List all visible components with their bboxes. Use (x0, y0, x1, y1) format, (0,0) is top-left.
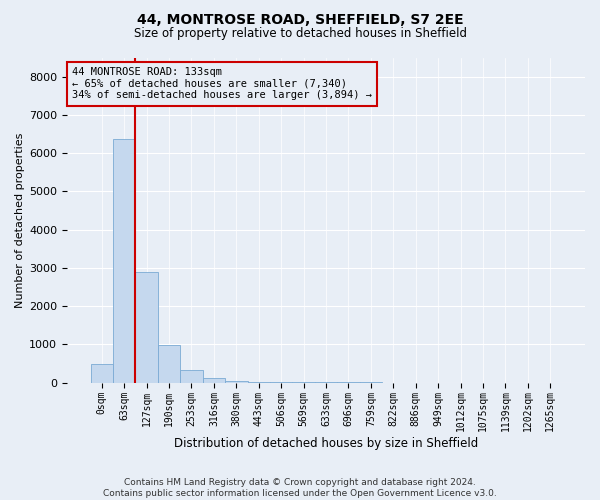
Text: Contains HM Land Registry data © Crown copyright and database right 2024.
Contai: Contains HM Land Registry data © Crown c… (103, 478, 497, 498)
Bar (225, 380, 248, 382)
Y-axis label: Number of detached properties: Number of detached properties (15, 132, 25, 308)
Text: 44, MONTROSE ROAD, SHEFFIELD, S7 2EE: 44, MONTROSE ROAD, SHEFFIELD, S7 2EE (137, 12, 463, 26)
Text: Size of property relative to detached houses in Sheffield: Size of property relative to detached ho… (133, 28, 467, 40)
Bar (180, 370, 203, 382)
X-axis label: Distribution of detached houses by size in Sheffield: Distribution of detached houses by size … (174, 437, 478, 450)
Bar (91, 364, 113, 382)
Text: 44 MONTROSE ROAD: 133sqm
← 65% of detached houses are smaller (7,340)
34% of sem: 44 MONTROSE ROAD: 133sqm ← 65% of detach… (72, 68, 372, 100)
Bar (113, 138, 136, 382)
Bar (203, 378, 225, 382)
Bar (136, 272, 158, 382)
Bar (158, 345, 180, 383)
